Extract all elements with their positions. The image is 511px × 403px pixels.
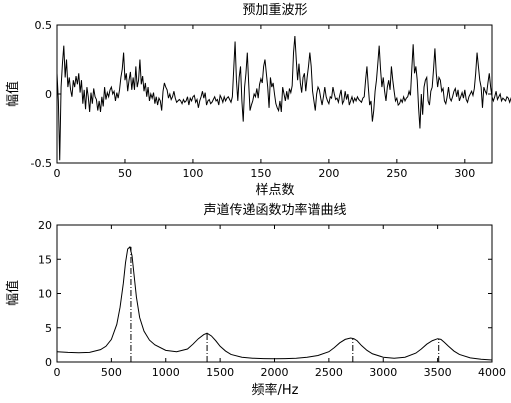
chart-preemphasis: 预加重波形 0 50 100 150 200 250 300 -0.500.5 样点数 幅值 <box>5 2 511 198</box>
chart2-series-line <box>56 245 493 361</box>
chart1-x-axis-label: 样点数 <box>255 183 294 198</box>
chart2-x-ticks: 0 500 1000 1500 2000 2500 3000 3500 4000 <box>54 225 506 379</box>
chart2-y-ticks: 0 5 10 15 20 <box>38 219 492 369</box>
y-tick-label: 15 <box>38 253 52 266</box>
x-tick-label: 1500 <box>206 366 234 379</box>
x-tick-label: 3500 <box>424 366 452 379</box>
x-tick-label: 50 <box>118 167 132 180</box>
x-tick-label: 100 <box>182 167 203 180</box>
x-tick-label: 300 <box>454 167 475 180</box>
x-tick-label: 2500 <box>315 366 343 379</box>
chart1-title: 预加重波形 <box>242 2 307 18</box>
x-tick-label: 0 <box>54 366 61 379</box>
x-tick-label: 150 <box>250 167 271 180</box>
x-tick-label: 0 <box>54 167 61 180</box>
x-tick-label: 500 <box>101 366 122 379</box>
chart2-y-axis-label: 幅值 <box>5 280 21 306</box>
y-tick-label: 0 <box>45 356 52 369</box>
x-tick-label: 3000 <box>369 366 397 379</box>
chart1-y-axis-label: 幅值 <box>5 81 21 107</box>
x-tick-label: 2000 <box>261 366 289 379</box>
chart1-y-ticks: -0.5 0 0.5 <box>31 19 492 170</box>
chart1-x-ticks: 0 50 100 150 200 250 300 <box>54 25 475 180</box>
y-tick-label: 0.5 <box>35 19 53 32</box>
y-tick-label: 10 <box>38 288 52 301</box>
y-tick-label: 20 <box>38 219 52 232</box>
x-tick-label: 250 <box>386 167 407 180</box>
chart2-x-axis-label: 频率/Hz <box>252 382 299 398</box>
x-tick-label: 1000 <box>152 366 180 379</box>
y-tick-label: 5 <box>45 322 52 335</box>
x-tick-label: 4000 <box>478 366 506 379</box>
y-tick-label: 0 <box>45 88 52 101</box>
y-tick-label: -0.5 <box>31 157 52 170</box>
chart2-peak-markers <box>130 246 440 362</box>
x-tick-label: 200 <box>318 167 339 180</box>
chart1-series-line <box>56 35 511 161</box>
chart2-title: 声道传递函数功率谱曲线 <box>203 202 346 218</box>
chart-power-spectrum: 声道传递函数功率谱曲线 0 500 1000 1500 2000 2500 3000 3500… <box>5 202 506 398</box>
